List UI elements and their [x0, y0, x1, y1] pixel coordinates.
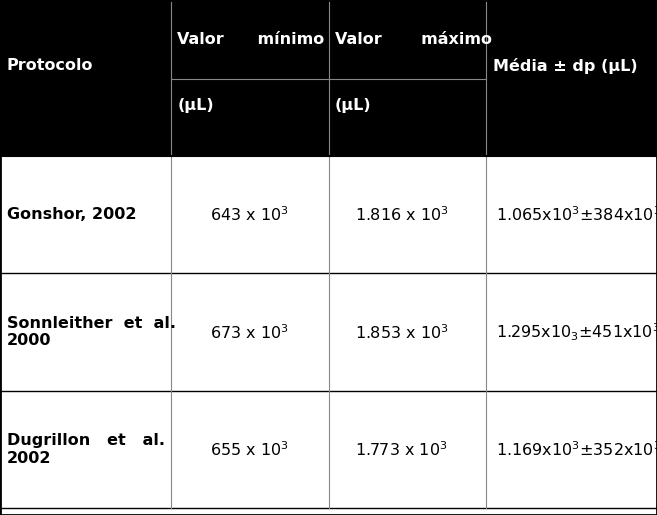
Text: Valor       máximo: Valor máximo	[335, 32, 492, 47]
Text: Dugrillon   et   al.
2002: Dugrillon et al. 2002	[7, 434, 164, 466]
Bar	[0, 391, 657, 508]
Text: (μL): (μL)	[177, 97, 214, 113]
Text: Valor      mínimo: Valor mínimo	[177, 32, 325, 47]
Text: 1.295x10$_{3}$±451x10$^{3}$: 1.295x10$_{3}$±451x10$^{3}$	[496, 321, 657, 343]
Text: 1.169x10$^{3}$±352x10$^{3}$: 1.169x10$^{3}$±352x10$^{3}$	[496, 440, 657, 459]
Text: Sonnleither  et  al.
2000: Sonnleither et al. 2000	[7, 316, 175, 348]
Text: Média ± dp (μL): Média ± dp (μL)	[493, 58, 637, 74]
Text: Gonshor, 2002: Gonshor, 2002	[7, 207, 136, 222]
Text: (μL): (μL)	[335, 97, 372, 113]
Text: 1.816 x 10$^{3}$: 1.816 x 10$^{3}$	[355, 205, 449, 224]
Text: 1.853 x 10$^{3}$: 1.853 x 10$^{3}$	[355, 323, 449, 341]
Text: 673 x 10$^{3}$: 673 x 10$^{3}$	[210, 323, 289, 341]
Text: 1.065x10$^{3}$±384x10$^{3}$: 1.065x10$^{3}$±384x10$^{3}$	[496, 205, 657, 224]
Bar	[0, 0, 657, 156]
Text: 643 x 10$^{3}$: 643 x 10$^{3}$	[210, 205, 289, 224]
Bar	[0, 273, 657, 391]
Text: 1.773 x 10$^{3}$: 1.773 x 10$^{3}$	[355, 440, 447, 459]
Text: Protocolo: Protocolo	[7, 58, 93, 73]
Text: 655 x 10$^{3}$: 655 x 10$^{3}$	[210, 440, 289, 459]
Bar	[0, 156, 657, 273]
